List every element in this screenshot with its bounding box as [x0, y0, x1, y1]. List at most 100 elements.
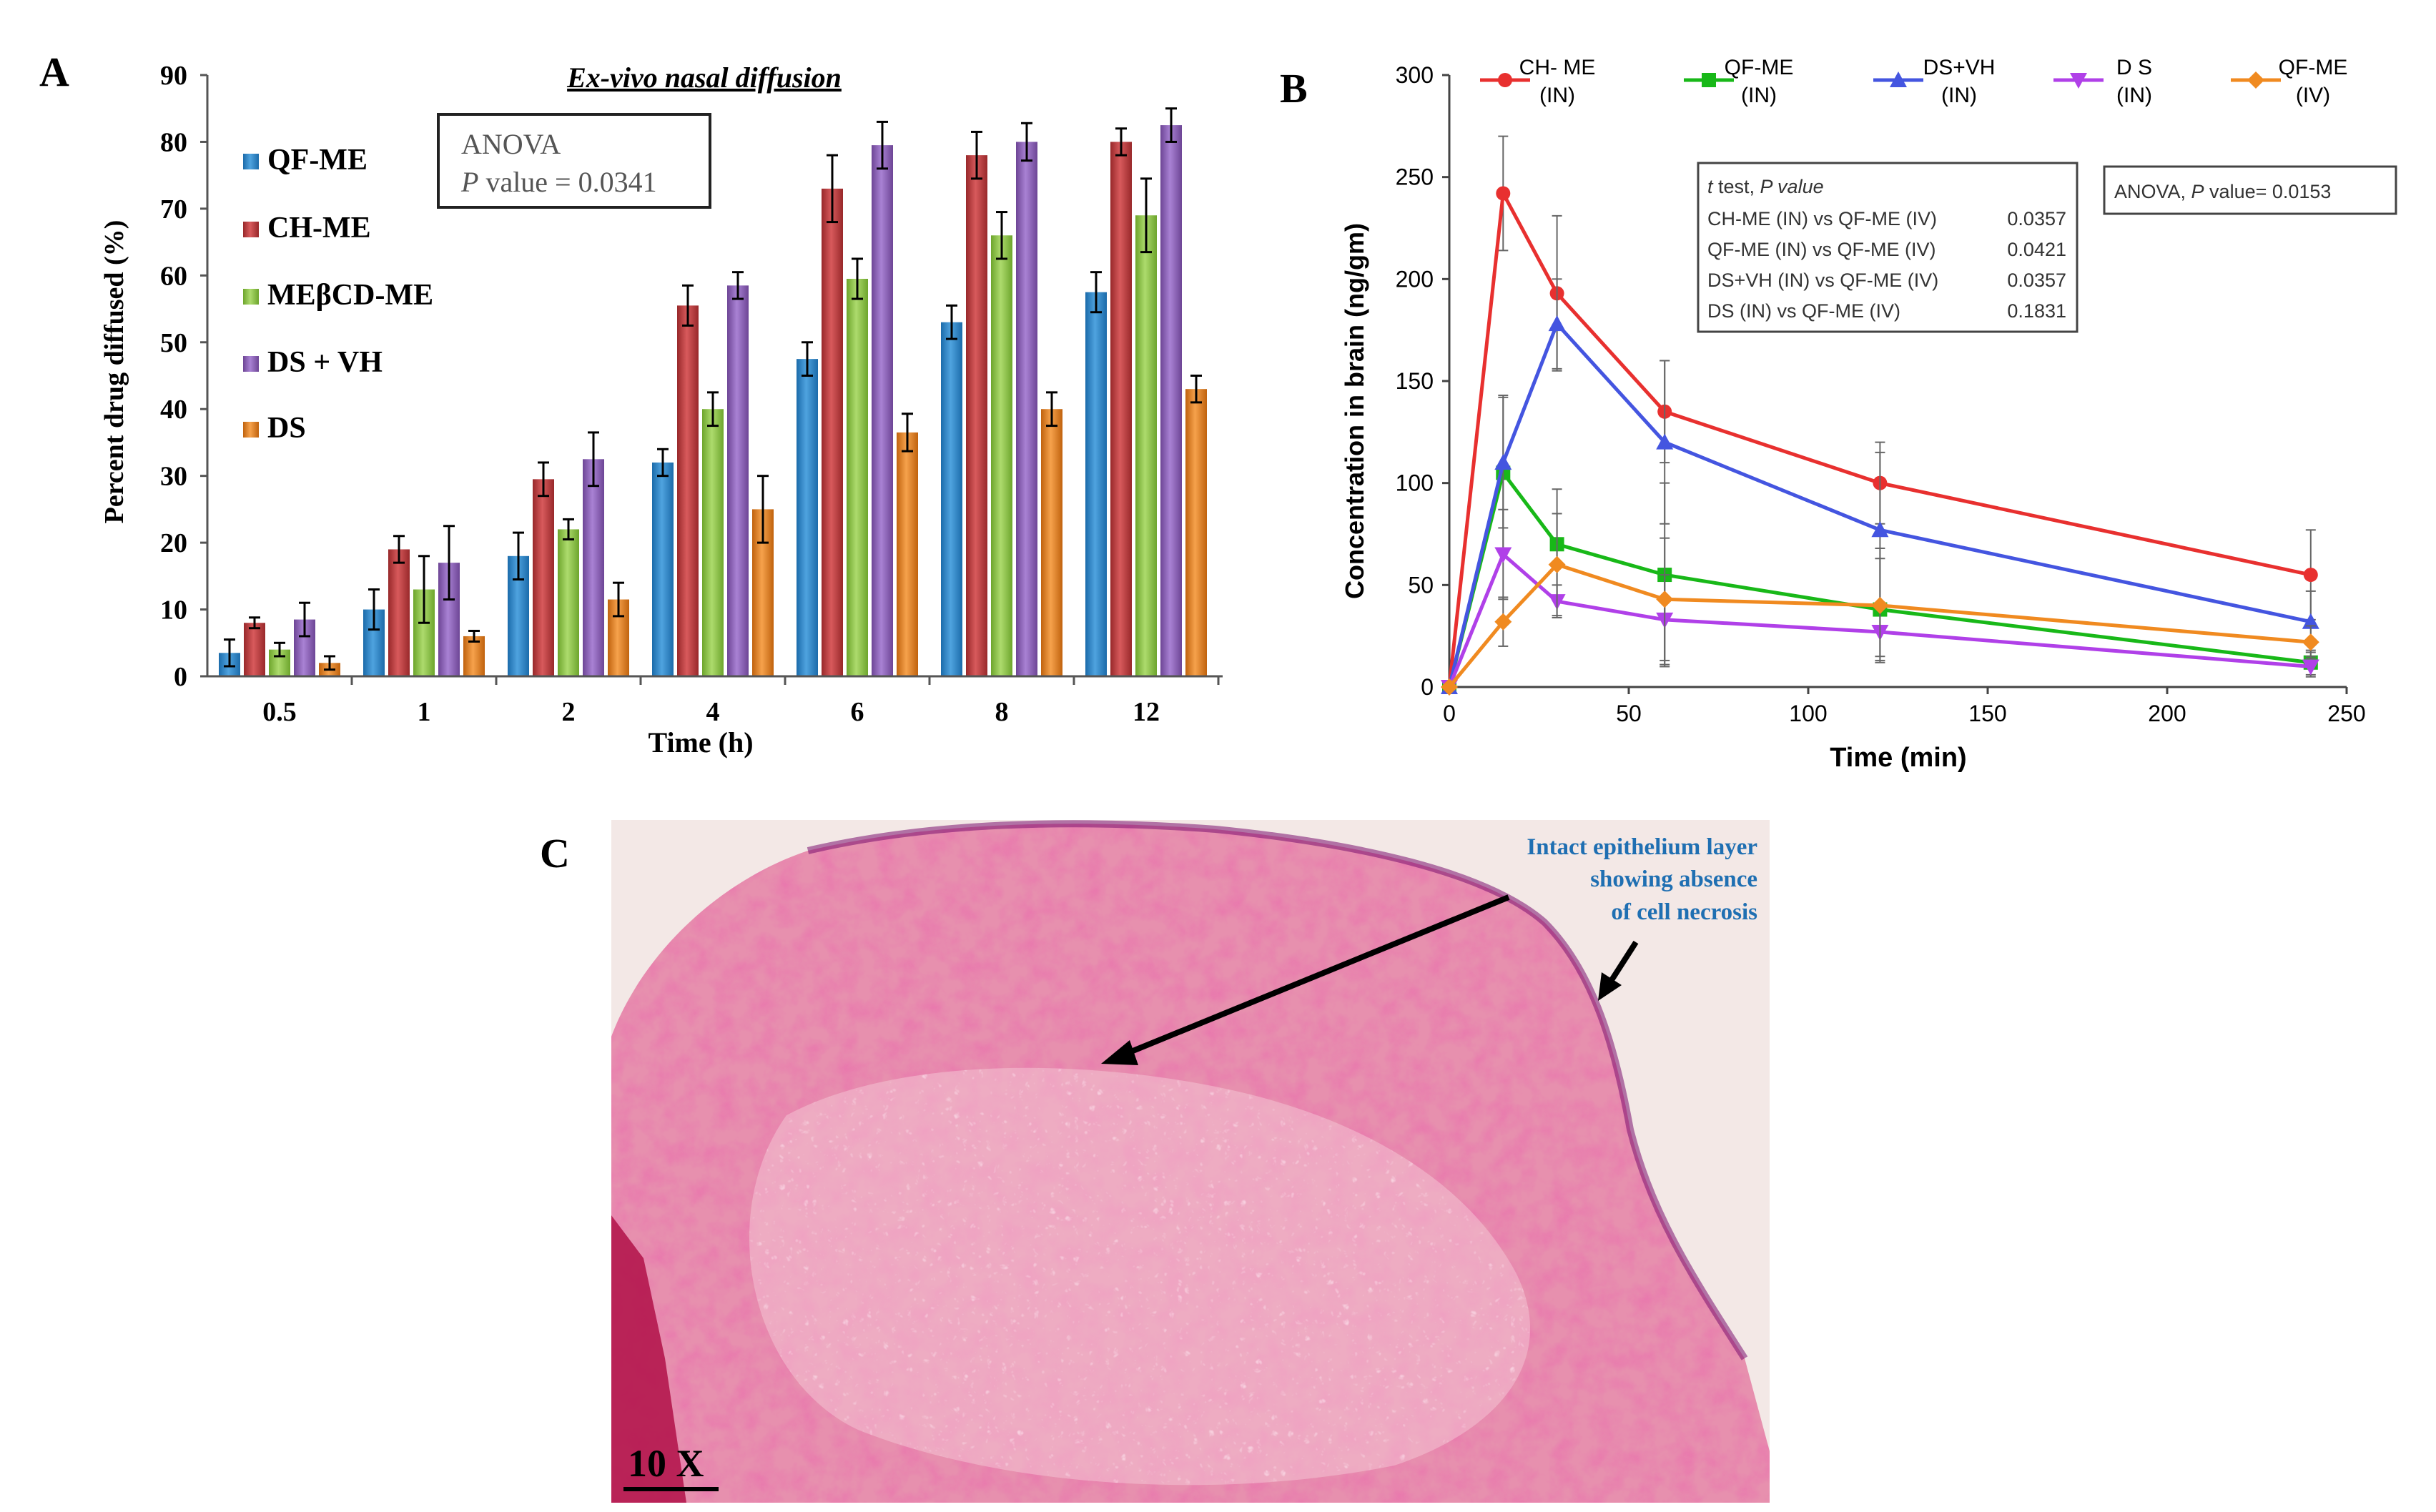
legend-label-line1: QF-ME [1725, 56, 1794, 79]
ttest-row-label: CH-ME (IN) vs QF-ME (IV) [1707, 208, 1937, 229]
a-x-tick-label: 1 [418, 697, 431, 727]
bar-qf-me [797, 359, 818, 676]
histology-image [611, 820, 1770, 1503]
bar-ch-me [1110, 142, 1132, 676]
a-x-tick-label: 2 [562, 697, 576, 727]
anova-label: ANOVA [461, 128, 561, 160]
legend-label-line2: (IN) [1539, 84, 1575, 107]
a-x-tick-label: 6 [851, 697, 864, 727]
ttest-row-label: QF-ME (IN) vs QF-ME (IV) [1707, 239, 1936, 260]
anova-p-symbol: P [460, 166, 478, 198]
a-x-tick-label: 8 [995, 697, 1009, 727]
histology-annotation: Intact epithelium layer showing absence … [1101, 834, 1757, 1065]
marker-diamond [2302, 633, 2319, 651]
bar-ch-me [244, 623, 265, 676]
tissue-edge-dark [611, 1215, 686, 1503]
series-line [1448, 562, 2312, 688]
marker-circle [2303, 568, 2318, 583]
bar-ds [463, 636, 485, 676]
b-x-tick-label: 100 [1789, 701, 1827, 726]
annotation-line-3: of cell necrosis [1611, 899, 1757, 925]
tissue-gaps [749, 1067, 1531, 1486]
epithelium-layer [807, 820, 1748, 1360]
ttest-row-label: DS+VH (IN) vs QF-ME (IV) [1707, 270, 1938, 291]
ttest-header: t test, P value [1707, 176, 1824, 197]
legend-label: DS [267, 412, 306, 445]
bar-ds-vh [727, 285, 749, 677]
anova-box-frame [437, 113, 711, 209]
marker-triangle-up [1890, 71, 1907, 87]
chart-b-anova-frame [2103, 165, 2397, 215]
marker-triangle-down [1494, 547, 1512, 563]
legend-swatch [243, 289, 259, 305]
chart-b-x-ticks: 0 50 100 150 200 250 [1443, 687, 2366, 726]
ttest-row-value: 0.0357 [2007, 208, 2066, 229]
a-y-tick-label: 40 [160, 395, 187, 425]
b-y-tick-label: 150 [1396, 368, 1434, 394]
anova-p-text: value = 0.0341 [478, 166, 656, 198]
ttest-header-p: P value [1760, 176, 1824, 197]
b-y-tick-label: 0 [1421, 674, 1434, 700]
bar-ch-me [966, 155, 987, 677]
b-x-tick-label: 250 [2327, 701, 2365, 726]
annotation-line-1: Intact epithelium layer [1527, 834, 1757, 860]
a-y-tick-label: 20 [160, 528, 187, 558]
marker-circle [1498, 73, 1512, 87]
b-x-tick-label: 50 [1616, 701, 1642, 726]
bar-ch-me [677, 305, 699, 677]
b-x-tick-label: 150 [1968, 701, 2006, 726]
legend-swatch [243, 356, 259, 372]
bar-ds-vh [583, 459, 604, 676]
chart-b-y-axis-label: Concentration in brain (ng/gm) [1340, 223, 1369, 599]
chart-a-y-axis-label: Percent drug diffused (%) [99, 220, 129, 524]
marker-circle [1496, 186, 1511, 201]
series-line [1447, 468, 2312, 688]
legend-label-line1: D S [2116, 56, 2152, 79]
b-y-tick-label: 300 [1396, 62, 1434, 88]
bar-ch-me [533, 479, 554, 676]
a-y-tick-label: 70 [160, 194, 187, 224]
marker-diamond [1494, 613, 1512, 631]
bar-ds-vh [1160, 125, 1182, 677]
marker-diamond [1548, 555, 1566, 573]
arrow-long-shaft [1114, 894, 1510, 1061]
marker-triangle-down [2070, 73, 2087, 89]
annotation-line-2: showing absence [1590, 866, 1757, 892]
ttest-header-t: t [1707, 176, 1714, 197]
legend-swatch [243, 222, 259, 237]
a-y-tick-label: 80 [160, 127, 187, 157]
ttest-rows: CH-ME (IN) vs QF-ME (IV) 0.0357 QF-ME (IN)… [1707, 208, 2066, 322]
marker-triangle-up [1548, 315, 1566, 332]
series-qf-me-iv- [1441, 513, 2319, 696]
chart-a-title: Ex-vivo nasal diffusion [566, 61, 842, 94]
marker-square [1702, 73, 1716, 87]
legend-label-line2: (IN) [2116, 84, 2152, 107]
chart-a-y-ticks: 0 10 20 30 40 50 60 70 80 90 [160, 61, 207, 692]
chart-b-legend: CH- ME (IN) QF-ME (IN) DS+VH (IN) D S (IN) QF-ME… [1480, 56, 2347, 107]
panel-c-label: C [540, 830, 570, 876]
bar-me-cd-me [558, 529, 579, 676]
anova-p-value: P value = 0.0341 [460, 166, 657, 198]
chart-b-anova-pre: ANOVA, [2114, 181, 2191, 202]
panel-c-histology: C Intact epithelium layer showing absenc… [540, 820, 1770, 1503]
ttest-row-value: 0.0357 [2007, 270, 2066, 291]
bar-ds-vh [1016, 142, 1037, 676]
panel-b-label: B [1280, 65, 1308, 112]
chart-a-anova-box: ANOVA P value = 0.0341 [437, 113, 711, 209]
legend-swatch [243, 154, 259, 169]
b-x-tick-label: 0 [1443, 701, 1456, 726]
a-y-tick-label: 30 [160, 462, 187, 492]
a-y-tick-label: 90 [160, 61, 187, 91]
bar-qf-me [941, 322, 962, 676]
series-line [1447, 320, 2312, 688]
b-y-tick-label: 50 [1408, 572, 1434, 598]
scale-label: 10 X [628, 1442, 704, 1485]
bar-me-cd-me [702, 409, 724, 676]
ttest-header-mid: test, [1713, 176, 1760, 197]
series-line [1447, 551, 2312, 688]
bar-ds [1185, 389, 1207, 676]
legend-swatch [243, 422, 259, 438]
ttest-row-label: DS (IN) vs QF-ME (IV) [1707, 300, 1900, 322]
panel-b-line-chart: B Concentration in brain (ng/gm) Time (m… [1280, 56, 2397, 773]
bar-me-cd-me [847, 279, 868, 676]
